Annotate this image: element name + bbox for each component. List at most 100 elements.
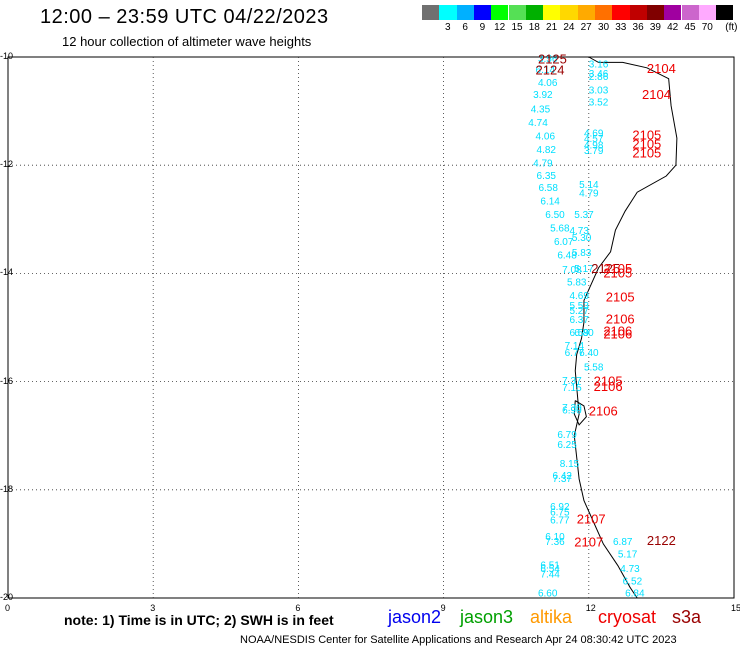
- wave-height-label: 2.86: [589, 72, 609, 83]
- wave-height-label: 6.14: [540, 196, 560, 207]
- latitude-tick-label: -14: [0, 267, 14, 278]
- coastline-path: [573, 56, 678, 599]
- color-scale-tick-label: 6: [462, 22, 468, 33]
- wave-height-label: 3.79: [584, 146, 604, 157]
- page-subtitle: 12 hour collection of altimeter wave hei…: [62, 34, 312, 49]
- longitude-tick-label: 3: [150, 603, 156, 613]
- color-scale-swatch: [716, 5, 734, 20]
- pass-time-label: 2125: [538, 52, 567, 67]
- pass-time-label: 2105: [632, 145, 661, 160]
- latitude-tick-label: -16: [0, 375, 14, 386]
- coastline-inlet-path: [573, 400, 587, 426]
- latitude-tick-label: -18: [0, 483, 14, 494]
- satellite-legend-altika: altika: [530, 607, 573, 627]
- longitude-tick-label: 6: [295, 603, 301, 613]
- wave-height-label: 4.82: [537, 145, 557, 156]
- color-scale-tick-label: 36: [632, 22, 644, 33]
- latitude-tick-label: -20: [0, 592, 14, 602]
- color-scale-tick-label: 9: [479, 22, 486, 33]
- wave-height-label: 7.36: [545, 537, 565, 548]
- wave-height-label: 5.37: [574, 210, 594, 221]
- color-scale-swatch: [491, 5, 509, 20]
- wave-height-label: 4.98: [584, 141, 604, 152]
- wave-height-label: 6.77: [550, 516, 570, 527]
- wave-height-label: 6.54: [540, 564, 560, 575]
- color-scale-unit: (ft): [725, 22, 738, 33]
- wave-height-label: 4.06: [536, 131, 556, 142]
- wave-height-label: 6.59: [569, 328, 589, 339]
- color-scale-tick-label: 70: [701, 22, 713, 33]
- wave-height-label: 5.58: [584, 362, 604, 373]
- latitude-tick-label: -12: [0, 159, 14, 170]
- wave-height-label: 6.87: [613, 537, 633, 548]
- wave-height-label: 4.73: [620, 564, 640, 575]
- color-scale-swatch: [577, 5, 595, 20]
- wave-height-label: 6.52: [623, 577, 643, 588]
- wave-height-label: 6.37: [569, 315, 589, 326]
- wave-height-label: 7.37: [562, 376, 582, 387]
- pass-time-label: 2107: [577, 512, 606, 527]
- color-scale-swatch: [646, 5, 665, 20]
- color-scale-tick-label: 15: [511, 22, 523, 33]
- wave-height-label: 5.68: [550, 223, 570, 234]
- wave-height-label: 6.60: [538, 589, 558, 600]
- longitude-tick-label: 15: [731, 603, 740, 613]
- wave-height-label: 6.48: [557, 250, 577, 261]
- color-scale-swatch: [664, 5, 682, 20]
- satellite-legend-cryosat: cryosat: [598, 607, 657, 627]
- longitude-tick-label: 12: [585, 603, 596, 613]
- wave-height-label: 3.52: [589, 97, 609, 108]
- wave-height-label: 4.79: [579, 188, 599, 199]
- wave-height-label: 6.84: [625, 589, 645, 600]
- color-scale-swatch: [456, 5, 474, 20]
- color-scale-tick-label: 12: [494, 22, 506, 33]
- pass-time-label: 2105: [603, 265, 632, 280]
- pass-time-label: 2105: [632, 137, 661, 152]
- satellite-legend-jason2: jason2: [388, 607, 442, 627]
- pass-time-label: 2106: [606, 311, 635, 326]
- wave-height-label: 5.83: [567, 278, 587, 289]
- longitude-tick-label: 0: [5, 603, 11, 613]
- wave-height-label: 6.07: [554, 237, 574, 248]
- wave-height-label: 4.79: [533, 158, 553, 169]
- wave-height-label: 6.14: [536, 65, 556, 76]
- coastline: [573, 56, 678, 599]
- color-scale-tick-label: 45: [684, 22, 696, 33]
- color-scale-tick-label: 24: [563, 22, 575, 33]
- color-scale-tick-label: 39: [649, 22, 661, 33]
- wave-height-label: 5.83: [572, 248, 592, 259]
- wave-height-label: 7.30: [562, 403, 582, 414]
- color-scale-swatch: [543, 5, 561, 20]
- wave-height-label: 7.44: [540, 570, 560, 581]
- wave-height-label: 3.56: [538, 54, 558, 65]
- wave-height-label: 6.90: [562, 406, 582, 417]
- wave-height-label: 3.03: [589, 85, 609, 96]
- wave-height-label: 7.15: [562, 383, 582, 394]
- pass-time-label: 2105: [632, 127, 661, 142]
- wave-height-label: 6.79: [557, 430, 577, 441]
- map-frame: [7, 56, 735, 599]
- wave-height-label: 4.35: [531, 104, 551, 115]
- credit-line: NOAA/NESDIS Center for Satellite Applica…: [240, 634, 677, 646]
- pass-time-label: 2125: [591, 261, 620, 276]
- satellite-legend-s3a: s3a: [672, 607, 702, 627]
- wave-height-label: 8.15: [560, 459, 580, 470]
- footnote: note: 1) Time is in UTC; 2) SWH is in fe…: [64, 612, 334, 628]
- wave-height-label: 6.75: [550, 507, 570, 518]
- wave-height-label: 7.37: [553, 474, 573, 485]
- wave-height-label: 7.08: [562, 265, 582, 276]
- pass-time-label: 2122: [647, 533, 676, 548]
- page-title: 12:00 – 23:59 UTC 04/22/2023: [40, 6, 329, 28]
- observation-labels: 3.566.144.063.924.354.744.064.824.796.35…: [528, 52, 676, 600]
- color-scale-swatch: [439, 5, 457, 20]
- wave-height-label: 4.06: [538, 78, 558, 89]
- wave-height-label: 4.74: [528, 118, 548, 129]
- wave-height-label: 6.10: [545, 532, 565, 543]
- wave-height-label: 3.16: [589, 59, 609, 70]
- wave-height-label: 4.73: [569, 226, 589, 237]
- pass-time-label: 2105: [606, 290, 635, 305]
- color-scale-tick-label: 30: [597, 22, 610, 33]
- satellite-legend-jason3: jason3: [460, 607, 514, 627]
- pass-time-label: 2104: [647, 61, 676, 76]
- pass-time-label: 2105: [603, 261, 632, 276]
